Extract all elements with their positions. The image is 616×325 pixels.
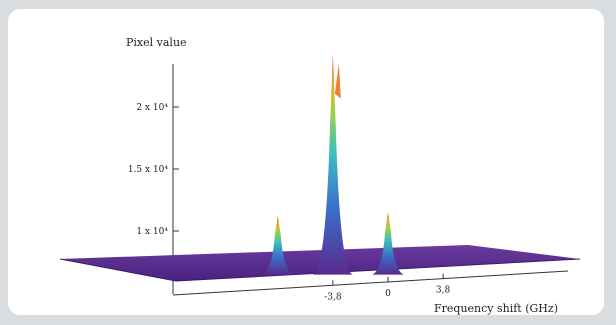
y-tick-label: 1 x 10⁴ [136, 227, 168, 237]
peak-2-secondary-spike [334, 63, 341, 99]
y-tick-label: 1.5 x 10⁴ [128, 165, 169, 175]
peak-3 [372, 212, 404, 275]
x-tick-label: -3,8 [324, 292, 342, 302]
surface-plot: Pixel value 1 x 10⁴ 1.5 x 10⁴ 2 x 10⁴ -3,8… [59, 36, 581, 315]
x-axis-label: Frequency shift (GHz) [434, 302, 558, 315]
floor-edge [59, 258, 581, 282]
peak-1 [261, 216, 294, 275]
y-axis-label: Pixel value [126, 36, 187, 49]
peak-2 [312, 53, 353, 275]
x-tick-label: 3,8 [436, 286, 451, 296]
x-axis-line [172, 270, 569, 296]
y-tick-label: 2 x 10⁴ [136, 103, 168, 113]
x-tick-label: 0 [385, 289, 391, 299]
chart-card: Pixel value 1 x 10⁴ 1.5 x 10⁴ 2 x 10⁴ -3,8… [8, 9, 604, 315]
